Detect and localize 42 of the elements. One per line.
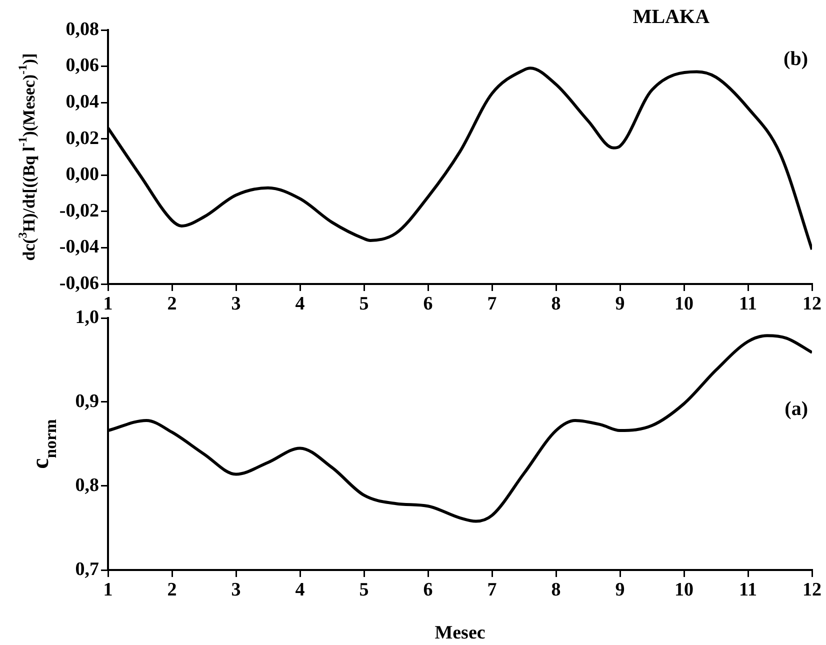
y-axis-title: cnorm [28, 419, 60, 469]
chart-title: MLAKA [632, 6, 710, 28]
x-tick-label: 8 [551, 293, 561, 314]
x-tick-label: 9 [615, 293, 625, 314]
x-tick-label: 8 [551, 579, 561, 600]
x-tick-label: 7 [487, 579, 498, 600]
x-tick-label: 7 [487, 293, 498, 314]
x-tick-label: 1 [103, 579, 113, 600]
x-tick-label: 3 [231, 579, 241, 600]
y-tick-label: 0,7 [75, 558, 100, 580]
y-tick-label: 0,02 [66, 128, 99, 149]
x-tick-label: 4 [295, 579, 306, 600]
y-tick-label: 0,04 [66, 91, 100, 112]
y-tick-label: -0,06 [59, 272, 99, 294]
y-tick-label: 1,0 [75, 306, 99, 328]
x-tick-label: 11 [739, 293, 757, 314]
annotation: (b) [784, 48, 808, 70]
x-tick-label: 2 [167, 579, 177, 600]
x-tick-label: 9 [615, 579, 625, 600]
x-tick-label: 12 [802, 579, 822, 600]
x-tick-label: 5 [359, 579, 369, 600]
y-tick-label: 0,8 [75, 474, 99, 496]
y-tick-label: 0,06 [66, 55, 99, 76]
x-tick-label: 4 [295, 293, 306, 314]
x-tick-label: 1 [103, 293, 113, 314]
x-tick-label: 2 [167, 293, 177, 314]
y-tick-label: 0,00 [66, 164, 99, 186]
x-tick-label: 6 [423, 293, 433, 314]
x-tick-label: 10 [674, 579, 694, 600]
y-tick-label: -0,02 [59, 200, 99, 222]
x-axis-title: Mesec [434, 622, 486, 644]
y-axis-title: dc(3H)/dt[((Bq l-1)(Mesec)-1)] [15, 53, 38, 261]
x-tick-label: 6 [423, 579, 433, 600]
y-tick-label: 0,9 [75, 390, 99, 412]
annotation: (a) [784, 398, 808, 420]
x-tick-label: 11 [739, 579, 757, 600]
y-tick-label: 0,08 [66, 18, 99, 40]
x-tick-label: 3 [231, 293, 241, 314]
y-tick-label: -0,04 [59, 236, 100, 258]
x-tick-label: 10 [674, 293, 694, 314]
x-tick-label: 12 [802, 293, 822, 314]
x-tick-label: 5 [359, 293, 369, 314]
